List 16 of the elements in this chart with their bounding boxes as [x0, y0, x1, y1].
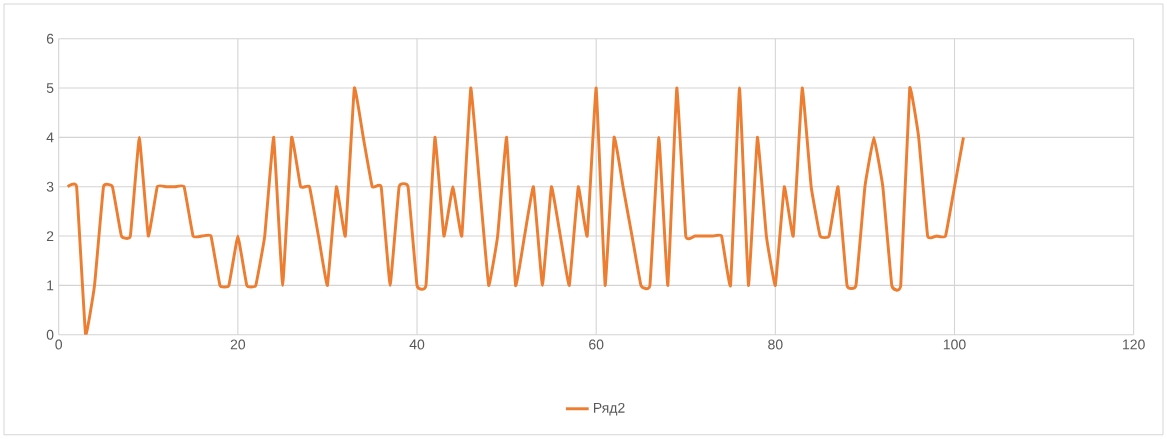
x-tick-label: 20	[230, 339, 246, 350]
y-tick-label: 0	[46, 329, 54, 340]
x-tick-label: 120	[1123, 339, 1145, 350]
x-tick-label: 0	[55, 339, 63, 350]
x-tick-label: 80	[768, 339, 783, 350]
line-series	[66, 86, 965, 335]
y-tick-label: 3	[46, 181, 54, 192]
legend-label: Ряд2	[593, 403, 625, 416]
y-tick-label: 5	[46, 83, 54, 94]
y-tick-label: 2	[46, 231, 54, 242]
y-tick-label: 1	[47, 280, 54, 291]
x-tick-label: 60	[589, 339, 604, 350]
x-tick-label: 100	[943, 339, 966, 350]
y-tick-label: 4	[46, 132, 54, 143]
y-tick-label: 6	[46, 33, 54, 44]
x-tick-label: 40	[409, 339, 425, 350]
